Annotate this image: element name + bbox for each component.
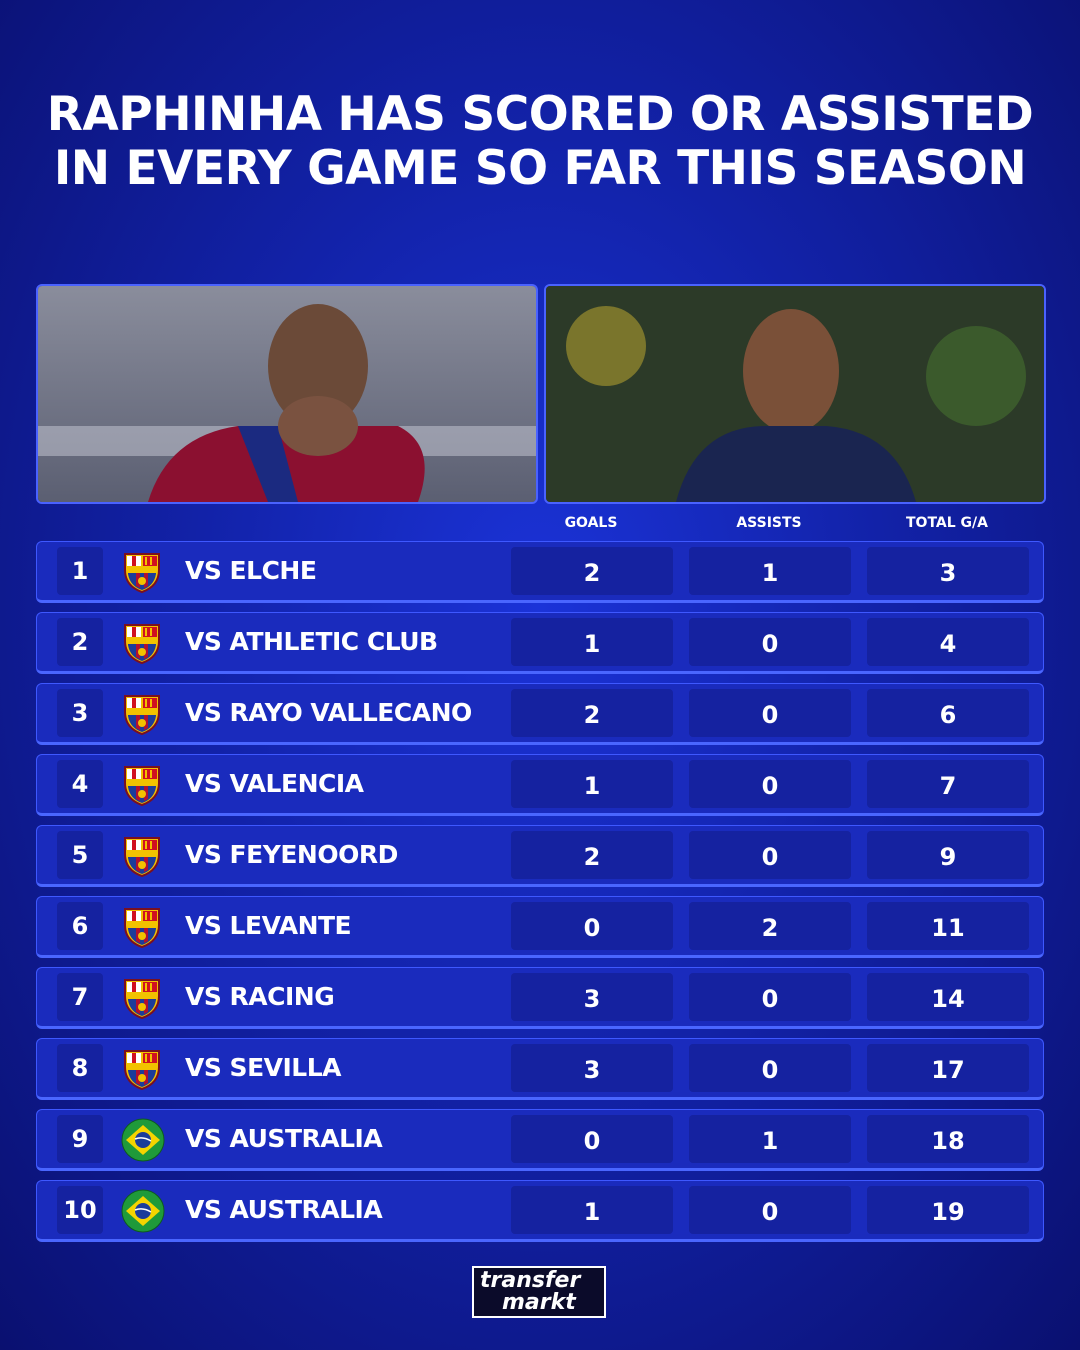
crest: [121, 834, 163, 882]
opponent: VS AUSTRALIA: [185, 1195, 383, 1224]
column-header: TOTAL G/A: [906, 515, 988, 531]
row-number: 6: [57, 902, 103, 950]
row-number: 9: [57, 1115, 103, 1163]
crest-icon: [124, 695, 160, 736]
stat-cell: 0: [689, 1044, 851, 1092]
opponent: VS FEYENOORD: [185, 840, 398, 869]
title: RAPHINHA HAS SCORED OR ASSISTED IN EVERY…: [0, 88, 1080, 196]
stat-cell: 1: [511, 618, 673, 666]
stat-cell: 0: [689, 831, 851, 879]
stat-cell: 3: [511, 1044, 673, 1092]
table-row: 10 VS AUSTRALIA 1 0 19: [36, 1180, 1044, 1242]
stat-cell: 0: [511, 902, 673, 950]
crest-icon: [121, 1118, 165, 1162]
table-row: 3 VS RAYO VALLECANO 2 0 6: [36, 683, 1044, 745]
stat-cell: 6: [867, 689, 1029, 737]
stat-cell: 0: [689, 618, 851, 666]
stat-cell: 19: [867, 1186, 1029, 1234]
stat-cell: 1: [689, 1115, 851, 1163]
stat-cell: 1: [511, 760, 673, 808]
table-row: 5 VS FEYENOORD 2 0 9: [36, 825, 1044, 887]
crest-icon: [124, 624, 160, 665]
crest-icon: [124, 766, 160, 807]
table-row: 8 VS SEVILLA 3 0 17: [36, 1038, 1044, 1100]
table-row: 6 VS LEVANTE 0 2 11: [36, 896, 1044, 958]
row-number: 2: [57, 618, 103, 666]
column-header: GOALS: [564, 515, 618, 531]
stat-cell: 2: [511, 689, 673, 737]
stat-cell: 18: [867, 1115, 1029, 1163]
stat-cell: 2: [511, 831, 673, 879]
stat-cell: 0: [511, 1115, 673, 1163]
crest: [121, 550, 163, 598]
stat-cell: 0: [689, 760, 851, 808]
crest: [121, 905, 163, 953]
crest: [121, 1047, 163, 1095]
logo-line: transfer: [480, 1268, 581, 1293]
crest: [121, 692, 163, 740]
title-line: IN EVERY GAME SO FAR THIS SEASON: [53, 141, 1027, 196]
stat-cell: 0: [689, 1186, 851, 1234]
crest-icon: [124, 553, 160, 594]
stat-cell: 3: [511, 973, 673, 1021]
opponent: VS RAYO VALLECANO: [185, 698, 472, 727]
logo: transfer markt: [472, 1266, 606, 1318]
row-number: 8: [57, 1044, 103, 1092]
photo: [36, 284, 538, 504]
opponent: VS ATHLETIC CLUB: [185, 627, 438, 656]
crest-icon: [124, 979, 160, 1020]
table-row: 2 VS ATHLETIC CLUB 1 0 4: [36, 612, 1044, 674]
stat-cell: 1: [511, 1186, 673, 1234]
photo-art: [38, 286, 536, 502]
row-number: 1: [57, 547, 103, 595]
table-row: 1 VS ELCHE 2 1 3: [36, 541, 1044, 603]
stat-cell: 2: [511, 547, 673, 595]
opponent: VS AUSTRALIA: [185, 1124, 383, 1153]
stat-cell: 7: [867, 760, 1029, 808]
crest-icon: [124, 1050, 160, 1091]
row-number: 3: [57, 689, 103, 737]
row-number: 7: [57, 973, 103, 1021]
crest-icon: [121, 1189, 165, 1233]
opponent: VS SEVILLA: [185, 1053, 342, 1082]
photo-art: [546, 286, 1044, 502]
table-row: 9 VS AUSTRALIA 0 1 18: [36, 1109, 1044, 1171]
row-number: 5: [57, 831, 103, 879]
stat-cell: 11: [867, 902, 1029, 950]
stat-cell: 3: [867, 547, 1029, 595]
stat-cell: 17: [867, 1044, 1029, 1092]
opponent: VS ELCHE: [185, 556, 317, 585]
crest: [121, 1189, 165, 1237]
opponent: VS VALENCIA: [185, 769, 364, 798]
crest-icon: [124, 837, 160, 878]
stat-cell: 9: [867, 831, 1029, 879]
column-header: ASSISTS: [736, 515, 802, 531]
stat-cell: 14: [867, 973, 1029, 1021]
table-row: 7 VS RACING 3 0 14: [36, 967, 1044, 1029]
title-line: RAPHINHA HAS SCORED OR ASSISTED: [46, 87, 1034, 142]
table-row: 4 VS VALENCIA 1 0 7: [36, 754, 1044, 816]
crest: [121, 976, 163, 1024]
crest-icon: [124, 908, 160, 949]
logo-line: markt: [502, 1290, 576, 1315]
opponent: VS LEVANTE: [185, 911, 352, 940]
stat-cell: 4: [867, 618, 1029, 666]
opponent: VS RACING: [185, 982, 335, 1011]
stat-cell: 1: [689, 547, 851, 595]
photo: [544, 284, 1046, 504]
row-number: 10: [57, 1186, 103, 1234]
crest: [121, 763, 163, 811]
crest: [121, 1118, 165, 1166]
row-number: 4: [57, 760, 103, 808]
stat-cell: 2: [689, 902, 851, 950]
crest: [121, 621, 163, 669]
stat-cell: 0: [689, 689, 851, 737]
stat-cell: 0: [689, 973, 851, 1021]
